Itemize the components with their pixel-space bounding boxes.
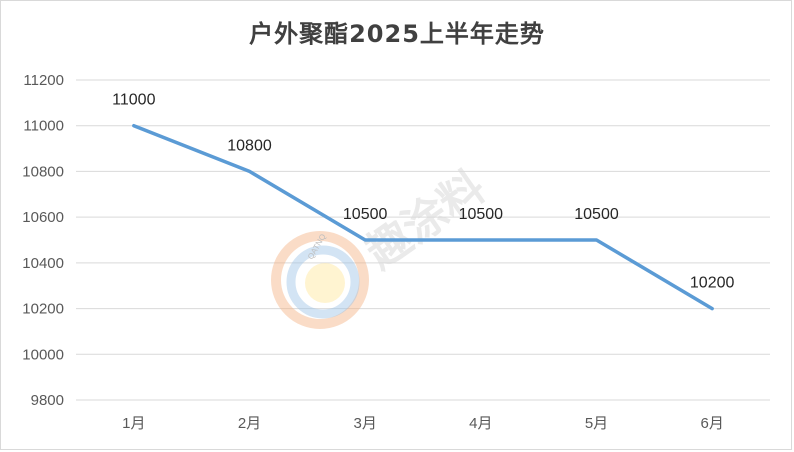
data-point <box>249 170 250 172</box>
watermark-logo-center <box>305 263 345 303</box>
y-tick-label: 11200 <box>23 72 64 89</box>
x-axis-ticks: 1月 2月 3月 4月 5月 6月 <box>122 415 724 432</box>
y-tick-label: 10400 <box>22 255 64 272</box>
series-line <box>132 123 714 311</box>
y-tick-label: 10200 <box>22 301 64 318</box>
data-label: 11000 <box>112 92 155 109</box>
x-tick-label: 5月 <box>585 415 608 432</box>
data-label: 10800 <box>227 137 272 154</box>
y-tick-label: 10600 <box>22 209 64 226</box>
data-label: 10200 <box>690 275 735 292</box>
data-point <box>133 125 135 127</box>
watermark-logo-ring-outer <box>271 231 369 329</box>
y-tick-label: 9800 <box>31 392 64 409</box>
gridlines <box>76 79 770 401</box>
data-point <box>711 308 713 310</box>
chart-title: 户外聚酯2025上半年走势 <box>249 20 545 48</box>
data-label: 10500 <box>459 206 504 223</box>
data-label: 10500 <box>343 206 388 223</box>
data-point <box>480 239 482 241</box>
watermark-logo-ring-middle <box>286 245 360 319</box>
x-tick-label: 4月 <box>469 415 492 432</box>
x-tick-label: 3月 <box>353 415 376 432</box>
data-point <box>364 239 366 241</box>
x-tick-label: 6月 <box>700 415 723 432</box>
y-tick-label: 10800 <box>22 163 64 180</box>
data-labels: 11000 10800 10500 10500 10500 10200 <box>112 92 734 292</box>
y-tick-label: 11000 <box>23 118 64 135</box>
y-tick-label: 10000 <box>22 346 64 363</box>
data-point <box>596 239 597 241</box>
x-tick-label: 1月 <box>122 415 145 432</box>
watermark: 趣涂料 QATNQ <box>271 162 494 329</box>
x-tick-label: 2月 <box>238 415 261 432</box>
data-label: 10500 <box>574 206 619 223</box>
series-layer <box>132 123 714 311</box>
y-axis-ticks: 9800 10000 10200 10400 10600 10800 11000 11200 <box>22 72 64 409</box>
